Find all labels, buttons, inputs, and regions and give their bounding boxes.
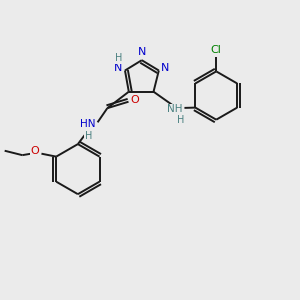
Text: HN: HN [80, 119, 95, 129]
Text: O: O [31, 146, 39, 156]
Text: H: H [115, 53, 122, 63]
Text: N: N [138, 47, 146, 57]
Text: H: H [177, 115, 184, 125]
Text: NH: NH [167, 104, 183, 114]
Text: H: H [85, 131, 92, 141]
Text: O: O [130, 95, 140, 105]
Text: N: N [114, 63, 123, 73]
Text: N: N [161, 63, 170, 73]
Text: Cl: Cl [211, 45, 222, 55]
